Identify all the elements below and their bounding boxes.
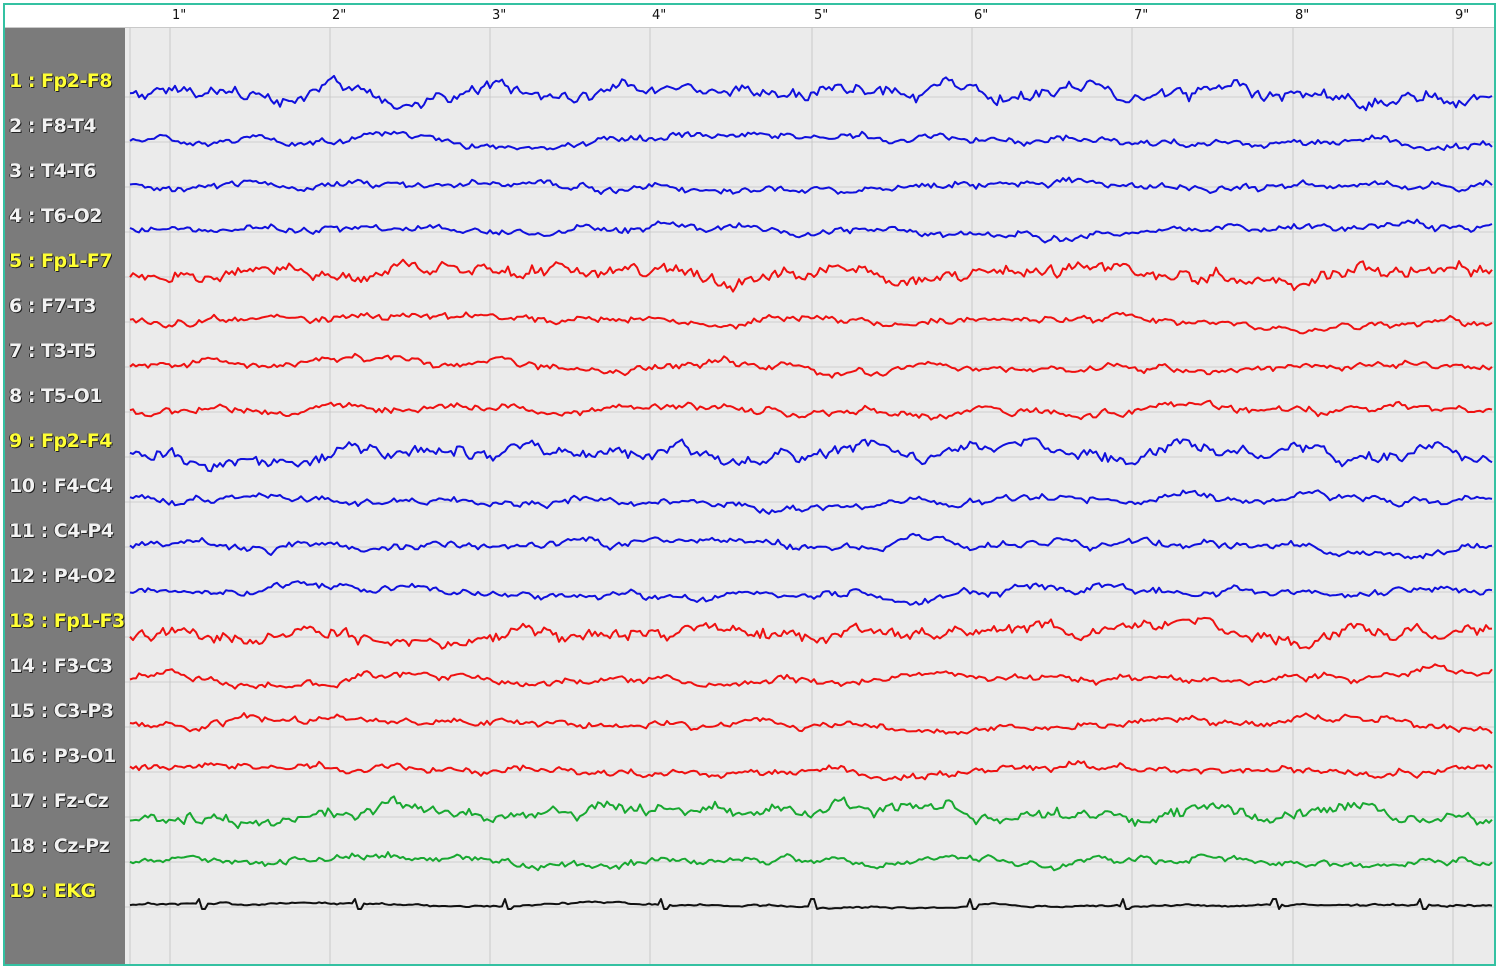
- eeg-trace: [129, 74, 1493, 112]
- time-tick-label: 5": [814, 8, 829, 23]
- eeg-trace: [129, 760, 1493, 782]
- channel-label-column: 1 : Fp2-F8 2 : F8-T4 3 : T4-T6 4 : T6-O2 5 :…: [5, 28, 125, 964]
- time-tick-label: 9": [1455, 8, 1470, 23]
- eeg-viewer[interactable]: 1" 2" 3" 4" 5" 6" 7" 8" 9" 1 : Fp2-F8 2 : F8-T4 3 …: [3, 3, 1496, 966]
- channel-label[interactable]: 5 : Fp1-F7: [9, 250, 112, 272]
- time-tick-label: 1": [172, 8, 187, 23]
- eeg-trace: [129, 311, 1493, 335]
- eeg-trace: [129, 580, 1493, 606]
- time-tick-label: 3": [492, 8, 507, 23]
- channel-label[interactable]: 4 : T6-O2: [9, 205, 103, 227]
- eeg-trace: [129, 663, 1493, 690]
- time-tick-label: 7": [1134, 8, 1149, 23]
- eeg-trace: [129, 130, 1493, 152]
- channel-label[interactable]: 14 : F3-C3: [9, 655, 113, 677]
- eeg-trace-plot[interactable]: [5, 5, 1494, 964]
- eeg-trace: [129, 712, 1493, 736]
- channel-label[interactable]: 3 : T4-T6: [9, 160, 97, 182]
- eeg-trace: [129, 532, 1493, 560]
- time-tick-label: 2": [332, 8, 347, 23]
- channel-label[interactable]: 15 : C3-P3: [9, 700, 114, 722]
- channel-label[interactable]: 7 : T3-T5: [9, 340, 97, 362]
- eeg-trace: [129, 489, 1493, 515]
- eeg-trace: [129, 399, 1493, 421]
- eeg-trace: [129, 851, 1493, 872]
- eeg-trace: [129, 352, 1493, 379]
- channel-label[interactable]: 6 : F7-T3: [9, 295, 97, 317]
- channel-label[interactable]: 2 : F8-T4: [9, 115, 97, 137]
- time-tick-label: 4": [652, 8, 667, 23]
- eeg-trace: [129, 898, 1493, 910]
- time-tick-label: 8": [1295, 8, 1310, 23]
- eeg-trace: [129, 616, 1493, 650]
- eeg-trace: [129, 437, 1493, 473]
- channel-label[interactable]: 11 : C4-P4: [9, 520, 114, 542]
- channel-label[interactable]: 17 : Fz-Cz: [9, 790, 109, 812]
- channel-label[interactable]: 16 : P3-O1: [9, 745, 116, 767]
- eeg-trace: [129, 795, 1493, 830]
- time-ruler: 1" 2" 3" 4" 5" 6" 7" 8" 9": [5, 5, 1494, 28]
- channel-label[interactable]: 19 : EKG: [9, 880, 96, 902]
- channel-label[interactable]: 12 : P4-O2: [9, 565, 116, 587]
- eeg-trace: [129, 176, 1493, 195]
- eeg-trace: [129, 258, 1493, 293]
- channel-label[interactable]: 8 : T5-O1: [9, 385, 103, 407]
- channel-label[interactable]: 10 : F4-C4: [9, 475, 113, 497]
- channel-label[interactable]: 18 : Cz-Pz: [9, 835, 110, 857]
- eeg-trace: [129, 218, 1493, 244]
- channel-label[interactable]: 1 : Fp2-F8: [9, 70, 112, 92]
- time-tick-label: 6": [974, 8, 989, 23]
- channel-label[interactable]: 13 : Fp1-F3: [9, 610, 125, 632]
- channel-label[interactable]: 9 : Fp2-F4: [9, 430, 112, 452]
